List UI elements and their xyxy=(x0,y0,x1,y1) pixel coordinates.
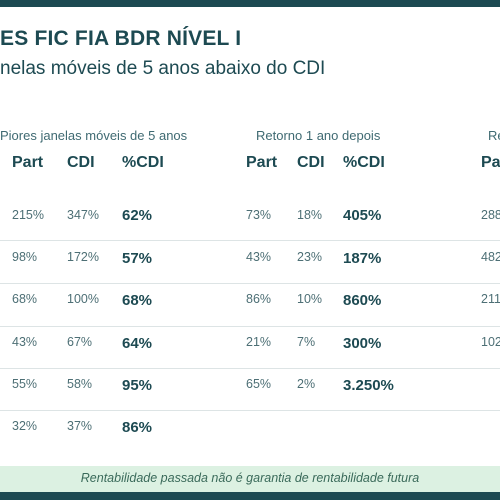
cell-r4-g2-part: 21% xyxy=(246,335,272,349)
cell-r5-g2-part: 65% xyxy=(246,377,272,391)
top-accent-bar xyxy=(0,0,500,7)
cell-r4-g2-cdi: 7% xyxy=(297,335,316,349)
cell-r4-g1-cdi: 67% xyxy=(67,335,93,349)
cell-r1-g2-cdi: 18% xyxy=(297,208,323,222)
cell-r3-g2-part: 86% xyxy=(246,292,272,306)
cell-r3-g1-pct-cdi: 68% xyxy=(122,292,153,309)
cell-r5-g1-cdi: 58% xyxy=(67,377,93,391)
cell-r5-g1-part: 55% xyxy=(12,377,38,391)
row-separator xyxy=(0,326,500,327)
row-separator xyxy=(0,410,500,411)
group-title-third: Re xyxy=(488,128,500,143)
cell-r2-g1-pct-cdi: 57% xyxy=(122,250,153,267)
cell-r1-g3-part: 288 xyxy=(481,208,500,222)
row-separator xyxy=(0,283,500,284)
cell-r1-g1-part: 215% xyxy=(12,208,44,222)
cell-r6-g1-part: 32% xyxy=(12,419,38,433)
cell-r2-g3-part: 482 xyxy=(481,250,500,264)
footer-disclaimer: Rentabilidade passada não é garantia de … xyxy=(80,471,420,485)
group-title-return-1-year: Retorno 1 ano depois xyxy=(256,128,381,143)
cell-r6-g1-pct-cdi: 86% xyxy=(122,419,153,436)
cell-r1-g1-cdi: 347% xyxy=(67,208,99,222)
col-head-g3-part: Pa xyxy=(481,154,500,171)
cell-r5-g1-pct-cdi: 95% xyxy=(122,377,153,394)
row-separator xyxy=(0,368,500,369)
cell-r2-g2-part: 43% xyxy=(246,250,272,264)
cell-r2-g1-cdi: 172% xyxy=(67,250,99,264)
cell-r1-g2-pct-cdi: 405% xyxy=(343,207,382,224)
col-head-g2-part: Part xyxy=(246,154,278,171)
cell-r6-g1-cdi: 37% xyxy=(67,419,93,433)
cell-r1-g1-pct-cdi: 62% xyxy=(122,207,153,224)
footer-disclaimer-bar: Rentabilidade passada não é garantia de … xyxy=(0,466,500,492)
cell-r3-g1-cdi: 100% xyxy=(67,292,99,306)
row-separator xyxy=(0,240,500,241)
group-title-worst-windows: Piores janelas móveis de 5 anos xyxy=(0,128,188,143)
cell-r5-g2-pct-cdi: 3.250% xyxy=(343,377,394,394)
col-head-g1-part: Part xyxy=(12,154,44,171)
cell-r4-g1-part: 43% xyxy=(12,335,38,349)
col-head-g2-pct-cdi: %CDI xyxy=(343,154,385,171)
page-subtitle: nelas móveis de 5 anos abaixo do CDI xyxy=(0,58,326,79)
cell-r2-g2-pct-cdi: 187% xyxy=(343,250,382,267)
cell-r4-g1-pct-cdi: 64% xyxy=(122,335,153,352)
bottom-accent-bar xyxy=(0,492,500,500)
col-head-g1-cdi: CDI xyxy=(67,154,95,171)
cell-r3-g2-cdi: 10% xyxy=(297,292,323,306)
cell-r2-g1-part: 98% xyxy=(12,250,38,264)
cell-r3-g3-part: 211% xyxy=(481,292,500,306)
col-head-g2-cdi: CDI xyxy=(297,154,325,171)
cell-r3-g2-pct-cdi: 860% xyxy=(343,292,382,309)
cell-r3-g1-part: 68% xyxy=(12,292,38,306)
cell-r2-g2-cdi: 23% xyxy=(297,250,323,264)
cell-r4-g2-pct-cdi: 300% xyxy=(343,335,382,352)
cell-r4-g3-part: 102 xyxy=(481,335,500,349)
page-title: ES FIC FIA BDR NÍVEL I xyxy=(0,27,242,50)
cell-r5-g2-cdi: 2% xyxy=(297,377,316,391)
cell-r1-g2-part: 73% xyxy=(246,208,272,222)
col-head-g1-pct-cdi: %CDI xyxy=(122,154,164,171)
